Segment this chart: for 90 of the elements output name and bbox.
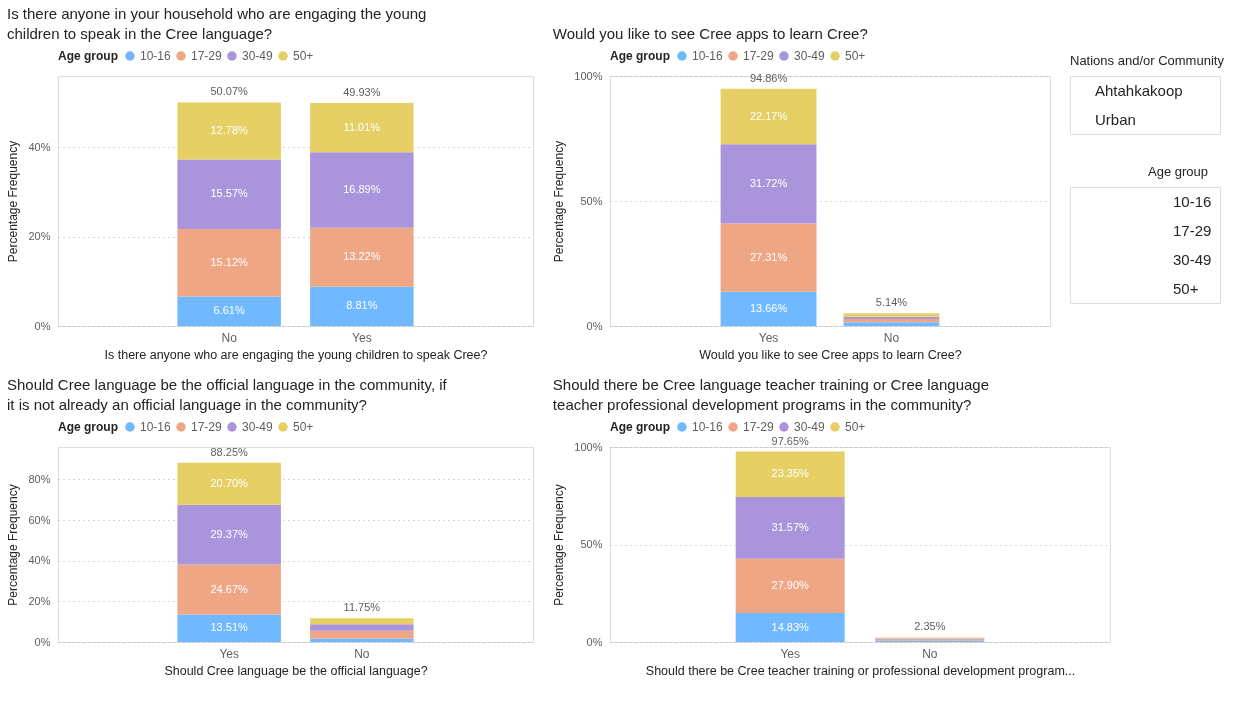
data-label: 13.51% [210,621,249,634]
total-label: 2.35% [914,620,946,633]
data-label: 14.83% [771,620,810,633]
legend-label: 30-49 [242,49,274,63]
y-tick-label: 100% [574,440,603,453]
total-label: 5.14% [875,296,908,309]
x-tick-label: Yes [758,330,779,345]
y-tick-label: 50% [580,538,603,550]
text: Age group [1148,164,1208,179]
y-axis-title: Percentage Frequency [6,484,21,606]
legend-label: 30-49 [794,49,826,63]
data-label: 8.81% [346,299,378,312]
legend-label: 50+ [845,420,866,434]
legend-label: 10-16 [692,49,724,63]
x-axis-title: Would you like to see Cree apps to learn Cree? [699,347,962,362]
data-label: 24.67% [210,582,249,595]
data-label: 29.37% [210,527,249,540]
chart-title: Is there anyone in your household who are engaging the young children to speak in the Cree language? [6,5,427,42]
legend-title: Age group [58,420,118,434]
legend-label: 17-29 [191,49,223,63]
data-label: 23.35% [771,467,810,480]
total-label: 97.65% [771,434,810,447]
data-label: 27.90% [771,578,810,591]
legend-title: Age group [58,49,118,63]
y-tick-label: 0% [34,635,51,648]
y-tick-label: 60% [28,513,51,526]
x-axis-title: Is there anyone who are engaging the young children to speak Cree? [104,347,488,362]
total-label: 49.93% [343,86,381,99]
legend-label: 10-16 [140,49,172,63]
data-label: 6.61% [213,304,245,317]
y-axis-title: Percentage Frequency [552,484,567,606]
category-label: 30-49 [1173,250,1212,268]
data-label: 15.57% [210,187,249,200]
data-label: 16.89% [343,182,381,195]
legend-label: 17-29 [191,420,223,434]
legend-label: 30-49 [794,420,826,434]
legend-label: 10-16 [140,420,172,434]
y-tick-label: 100% [574,69,603,82]
y-axis-title: Percentage Frequency [552,140,567,263]
x-axis-title: Should Cree language be the official language? [164,663,428,678]
legend-label: 17-29 [743,49,775,63]
legend-label: 50+ [293,49,314,63]
data-label: 15.12% [210,255,249,268]
category-label: Ahtahkakoop [1095,81,1183,99]
total-label: 94.86% [749,71,788,84]
total-label: 88.25% [210,445,249,458]
data-label: 20.70% [210,476,249,489]
x-tick-label: No [354,646,370,661]
legend-label: 50+ [845,49,866,63]
x-tick-label: Yes [780,646,800,661]
text: Nations and/or Community [1070,53,1225,68]
chart-title: Should Cree language be the official language in the community, if it is not already an official language in the community? [6,376,448,413]
y-tick-label: 20% [28,230,51,243]
x-tick-label: Yes [352,330,372,345]
data-label: 31.72% [749,176,788,189]
data-label: 27.31% [749,250,788,263]
total-label: 50.07% [210,85,249,98]
legend-label: 10-16 [692,420,724,434]
category-label: 10-16 [1173,192,1212,210]
y-tick-label: 40% [28,554,51,567]
legend-label: 50+ [293,420,314,434]
x-tick-label: Yes [219,646,239,661]
chart-title: Should there be Cree language teacher training or Cree language teacher professional development programs in the community? [552,376,990,413]
category-label: Urban [1095,110,1136,128]
chart-title: Would you like to see Cree apps to learn Cree? [552,25,868,42]
y-tick-label: 80% [28,473,51,485]
category-label: 50+ [1173,279,1199,297]
y-tick-label: 0% [34,319,51,332]
x-tick-label: No [922,646,938,661]
legend-title: Age group [610,49,670,63]
legend-label: 17-29 [743,420,775,434]
y-tick-label: 40% [28,140,51,153]
total-label: 11.75% [343,601,381,614]
data-label: 12.78% [210,123,249,136]
data-label: 13.66% [749,301,788,314]
y-tick-label: 0% [586,635,603,648]
legend-label: 30-49 [242,420,274,434]
category-label: 17-29 [1173,221,1212,239]
y-tick-label: 0% [586,319,603,332]
legend-title: Age group [610,420,670,434]
y-axis-title: Percentage Frequency [6,140,21,263]
x-axis-title: Should there be Cree teacher training or professional development program... [645,663,1076,678]
data-label: 22.17% [749,109,788,122]
y-tick-label: 20% [28,594,51,607]
data-label: 31.57% [771,520,810,533]
x-tick-label: No [883,330,900,345]
data-label: 11.01% [343,120,381,133]
data-label: 13.22% [343,250,381,263]
x-tick-label: No [221,330,238,345]
y-tick-label: 50% [580,194,603,207]
